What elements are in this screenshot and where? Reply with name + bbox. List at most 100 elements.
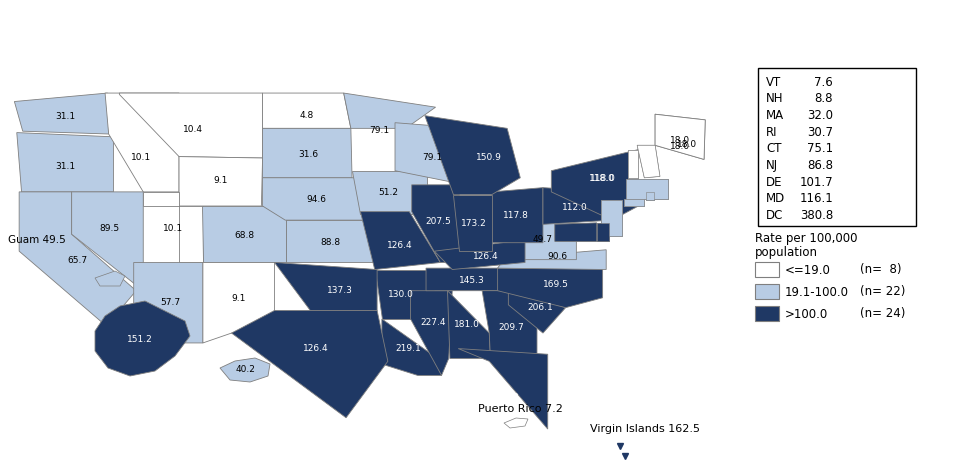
Polygon shape (601, 201, 622, 236)
Text: 126.4: 126.4 (303, 343, 329, 352)
Polygon shape (492, 188, 543, 243)
Text: 49.7: 49.7 (533, 235, 553, 243)
Polygon shape (434, 240, 525, 270)
Text: 18.0: 18.0 (677, 140, 697, 149)
Polygon shape (202, 207, 286, 263)
Text: 18.0: 18.0 (670, 136, 690, 145)
Text: 126.4: 126.4 (473, 251, 498, 260)
Polygon shape (504, 418, 528, 428)
Polygon shape (627, 180, 668, 199)
Text: 86.8: 86.8 (807, 159, 833, 172)
Text: MA: MA (766, 109, 784, 122)
Polygon shape (14, 94, 108, 135)
Text: 130.0: 130.0 (388, 289, 414, 298)
Polygon shape (458, 349, 548, 429)
Text: VT: VT (766, 76, 781, 89)
Polygon shape (344, 94, 436, 129)
Polygon shape (374, 270, 434, 319)
Polygon shape (360, 212, 441, 270)
Polygon shape (16, 133, 113, 192)
Text: 9.1: 9.1 (231, 294, 246, 303)
Text: >100.0: >100.0 (785, 307, 828, 320)
Polygon shape (143, 192, 203, 263)
Polygon shape (543, 188, 612, 225)
Text: 169.5: 169.5 (543, 279, 569, 288)
Polygon shape (275, 263, 377, 311)
Text: 8.8: 8.8 (814, 92, 833, 105)
Polygon shape (105, 94, 180, 192)
Text: 150.9: 150.9 (476, 153, 502, 162)
Text: 94.6: 94.6 (306, 195, 326, 204)
Polygon shape (627, 180, 668, 199)
Text: 206.1: 206.1 (528, 302, 554, 311)
Text: 219.1: 219.1 (396, 343, 421, 352)
Polygon shape (601, 201, 622, 236)
Bar (755, 262, 779, 278)
Text: 118.0: 118.0 (588, 174, 614, 183)
Text: NH: NH (766, 92, 783, 105)
Bar (758, 69, 916, 227)
Text: 116.1: 116.1 (800, 192, 833, 205)
Polygon shape (95, 301, 190, 376)
Polygon shape (425, 117, 520, 195)
Polygon shape (583, 236, 586, 238)
Polygon shape (628, 150, 638, 178)
Text: 4.8: 4.8 (300, 110, 314, 119)
Polygon shape (517, 212, 576, 260)
Polygon shape (645, 192, 654, 201)
Polygon shape (133, 263, 203, 343)
Polygon shape (352, 171, 427, 215)
Polygon shape (395, 123, 468, 186)
Text: 88.8: 88.8 (321, 238, 341, 246)
Text: 90.6: 90.6 (547, 251, 567, 260)
Text: NJ: NJ (766, 159, 779, 172)
Text: 126.4: 126.4 (387, 240, 413, 249)
Text: MD: MD (766, 192, 785, 205)
Text: 65.7: 65.7 (67, 256, 87, 265)
Text: population: population (755, 246, 818, 258)
Text: (n=  8): (n= 8) (860, 263, 901, 276)
Polygon shape (72, 192, 143, 291)
Text: 209.7: 209.7 (498, 322, 523, 331)
Polygon shape (637, 146, 660, 178)
Text: 31.1: 31.1 (56, 161, 76, 170)
Polygon shape (555, 223, 597, 242)
Polygon shape (263, 129, 352, 178)
Text: 10.1: 10.1 (131, 153, 151, 162)
Text: 40.2: 40.2 (235, 365, 255, 374)
Text: Rate per 100,000: Rate per 100,000 (755, 231, 857, 245)
Polygon shape (597, 223, 609, 242)
Bar (755, 307, 779, 321)
Text: 30.7: 30.7 (807, 126, 833, 139)
Polygon shape (624, 199, 644, 207)
Text: 118.0: 118.0 (589, 174, 615, 183)
Polygon shape (231, 311, 388, 418)
Text: 227.4: 227.4 (420, 317, 446, 327)
Text: 79.1: 79.1 (422, 153, 442, 162)
Text: 57.7: 57.7 (160, 298, 180, 307)
Polygon shape (597, 223, 609, 242)
Polygon shape (180, 157, 263, 207)
Polygon shape (95, 271, 125, 287)
Text: 181.0: 181.0 (454, 319, 480, 328)
Text: 10.1: 10.1 (163, 223, 183, 232)
Text: 173.2: 173.2 (461, 219, 487, 228)
Text: 7.6: 7.6 (814, 76, 833, 89)
Text: 112.0: 112.0 (563, 202, 588, 211)
Text: 19.1-100.0: 19.1-100.0 (785, 285, 849, 298)
Polygon shape (482, 291, 537, 359)
Text: RI: RI (766, 126, 778, 139)
Polygon shape (119, 94, 263, 159)
Text: 137.3: 137.3 (327, 285, 353, 294)
Polygon shape (220, 358, 270, 382)
Text: 9.1: 9.1 (214, 175, 228, 184)
Polygon shape (655, 115, 706, 160)
Text: DE: DE (766, 175, 782, 188)
Text: <=19.0: <=19.0 (785, 263, 830, 276)
Text: 101.7: 101.7 (800, 175, 833, 188)
Polygon shape (624, 199, 644, 207)
Text: 32.0: 32.0 (807, 109, 833, 122)
Text: 18.0: 18.0 (670, 141, 690, 150)
Text: 75.1: 75.1 (806, 142, 833, 155)
Polygon shape (497, 268, 603, 308)
